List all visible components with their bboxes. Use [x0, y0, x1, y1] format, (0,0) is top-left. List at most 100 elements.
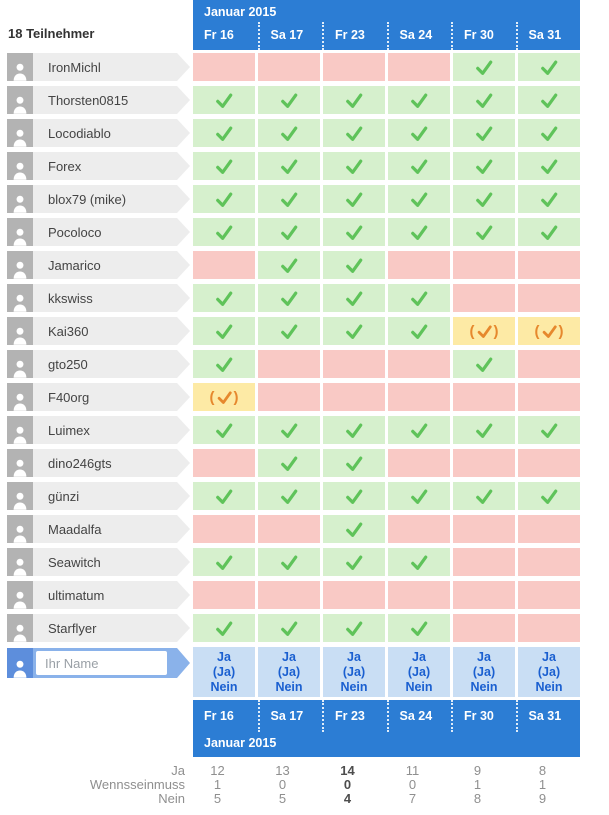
cell-no: [388, 383, 450, 411]
vote-option-nein[interactable]: Nein: [340, 679, 368, 694]
avatar: [7, 185, 33, 213]
plate-arrow: [177, 515, 190, 543]
column-header-sa-17: Sa 17: [257, 22, 323, 50]
vote-option-nein[interactable]: Nein: [535, 679, 563, 694]
check-icon: [346, 522, 363, 537]
check-icon: [216, 93, 233, 108]
vote-option-ifneedbe[interactable]: (Ja): [277, 664, 301, 679]
check-icon: [346, 423, 363, 438]
summary-row-wennsseinmuss: Wennsseinmuss 1 0 0 0 1 1: [0, 778, 609, 792]
cell-yes: [323, 218, 385, 246]
name-input-bar: [33, 648, 177, 678]
check-icon: [476, 225, 493, 240]
summary-value: 1: [473, 777, 482, 792]
answer-cells: [193, 482, 580, 510]
cell-yes: [388, 185, 450, 213]
vote-option-ja[interactable]: Ja: [412, 649, 426, 664]
cell-no: [258, 350, 320, 378]
cell-yes: [453, 185, 515, 213]
check-icon: [411, 159, 428, 174]
cell-no: [453, 548, 515, 576]
plate-arrow: [177, 648, 190, 678]
check-icon: [346, 159, 363, 174]
check-icon: [476, 357, 493, 372]
vote-option-ja[interactable]: Ja: [477, 649, 491, 664]
cell-yes: [453, 152, 515, 180]
vote-option-ja[interactable]: Ja: [282, 649, 296, 664]
participant-plate: Locodiablo: [0, 119, 193, 147]
check-icon: [346, 225, 363, 240]
check-icon: [346, 489, 363, 504]
check-icon: [476, 126, 493, 141]
check-icon: [411, 555, 428, 570]
check-icon: [346, 621, 363, 636]
check-icon: [411, 192, 428, 207]
participant-row: Thorsten0815: [0, 86, 609, 114]
plate-arrow: [177, 317, 190, 345]
avatar: [7, 86, 33, 114]
answer-cells: [193, 548, 580, 576]
vote-option-ifneedbe[interactable]: (Ja): [212, 664, 236, 679]
cell-yes: [323, 614, 385, 642]
paren-open: (: [534, 322, 540, 340]
summary-value: 7: [408, 791, 417, 806]
person-icon: [13, 162, 27, 180]
participant-name: Forex: [33, 152, 177, 180]
summary-label: Nein: [158, 791, 185, 806]
cell-no: [388, 350, 450, 378]
cell-yes: [258, 251, 320, 279]
cell-yes: [453, 350, 515, 378]
vote-option-nein[interactable]: Nein: [405, 679, 433, 694]
check-icon: [541, 126, 558, 141]
cell-no: [453, 284, 515, 312]
paren-open: (: [469, 322, 475, 340]
cell-yes: [258, 317, 320, 345]
vote-option-nein[interactable]: Nein: [210, 679, 238, 694]
participant-name: Pocoloco: [33, 218, 177, 246]
cell-yes: [453, 53, 515, 81]
check-icon: [346, 291, 363, 306]
cell-yes: [388, 548, 450, 576]
participant-plate: Maadalfa: [0, 515, 193, 543]
check-icon: [281, 126, 298, 141]
avatar: [7, 449, 33, 477]
person-icon: [13, 294, 27, 312]
plate-arrow: [177, 119, 190, 147]
vote-option-ifneedbe[interactable]: (Ja): [342, 664, 366, 679]
name-input[interactable]: [36, 651, 167, 675]
check-icon: [216, 126, 233, 141]
vote-option-ja[interactable]: Ja: [542, 649, 556, 664]
vote-option-ifneedbe[interactable]: (Ja): [407, 664, 431, 679]
participant-row: F40org (): [0, 383, 609, 411]
cell-yes: [453, 416, 515, 444]
person-icon: [13, 228, 27, 246]
participant-name: Seawitch: [33, 548, 177, 576]
summary-row-ja: Ja 12 13 14 11 9 8: [0, 764, 609, 778]
column-header-fr-30: Fr 30: [451, 700, 516, 732]
plate-arrow: [177, 614, 190, 642]
check-icon: [411, 291, 428, 306]
check-icon: [541, 192, 558, 207]
vote-option-ja[interactable]: Ja: [217, 649, 231, 664]
vote-option-ifneedbe[interactable]: (Ja): [537, 664, 561, 679]
participant-row: Locodiablo: [0, 119, 609, 147]
cell-no: [193, 53, 255, 81]
vote-option-ja[interactable]: Ja: [347, 649, 361, 664]
column-header-fr-23: Fr 23: [322, 22, 387, 50]
cell-no: [453, 449, 515, 477]
cell-yes: [258, 284, 320, 312]
paren-close: ): [493, 322, 499, 340]
summary-value: 5: [278, 791, 287, 806]
column-header-sa-24: Sa 24: [386, 700, 452, 732]
cell-no: [323, 53, 385, 81]
vote-option-nein[interactable]: Nein: [275, 679, 303, 694]
check-icon: [216, 423, 233, 438]
summary-value: 14: [340, 763, 355, 778]
summary-label: Wennsseinmuss: [89, 777, 185, 792]
participant-name: F40org: [33, 383, 177, 411]
vote-option-nein[interactable]: Nein: [470, 679, 498, 694]
vote-option-ifneedbe[interactable]: (Ja): [472, 664, 496, 679]
participant-row: Maadalfa: [0, 515, 609, 543]
answer-cells: [193, 350, 580, 378]
participant-plate: Seawitch: [0, 548, 193, 576]
